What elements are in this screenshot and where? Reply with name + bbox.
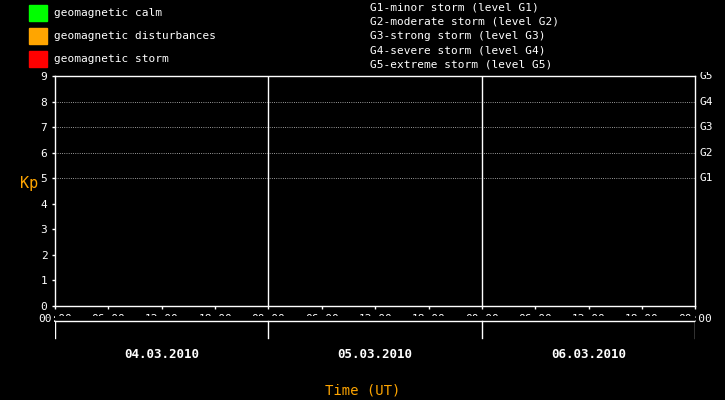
Text: geomagnetic calm: geomagnetic calm: [54, 8, 162, 18]
Bar: [29, 28, 47, 44]
Text: 04.03.2010: 04.03.2010: [124, 348, 199, 361]
Text: G1-minor storm (level G1): G1-minor storm (level G1): [370, 2, 539, 12]
Text: geomagnetic storm: geomagnetic storm: [54, 54, 169, 64]
Text: 06.03.2010: 06.03.2010: [551, 348, 626, 361]
Bar: [29, 5, 47, 21]
Text: G2: G2: [700, 148, 713, 158]
Y-axis label: Kp: Kp: [20, 176, 38, 191]
Text: G4-severe storm (level G4): G4-severe storm (level G4): [370, 45, 545, 55]
Text: G3-strong storm (level G3): G3-strong storm (level G3): [370, 31, 545, 41]
Text: 05.03.2010: 05.03.2010: [338, 348, 413, 361]
Text: G1: G1: [700, 173, 713, 183]
Text: geomagnetic disturbances: geomagnetic disturbances: [54, 31, 216, 41]
Text: G4: G4: [700, 96, 713, 106]
Bar: [29, 51, 47, 67]
Text: G5: G5: [700, 71, 713, 81]
Text: G2-moderate storm (level G2): G2-moderate storm (level G2): [370, 17, 559, 26]
Text: G3: G3: [700, 122, 713, 132]
Text: G5-extreme storm (level G5): G5-extreme storm (level G5): [370, 60, 552, 70]
Text: Time (UT): Time (UT): [325, 384, 400, 398]
